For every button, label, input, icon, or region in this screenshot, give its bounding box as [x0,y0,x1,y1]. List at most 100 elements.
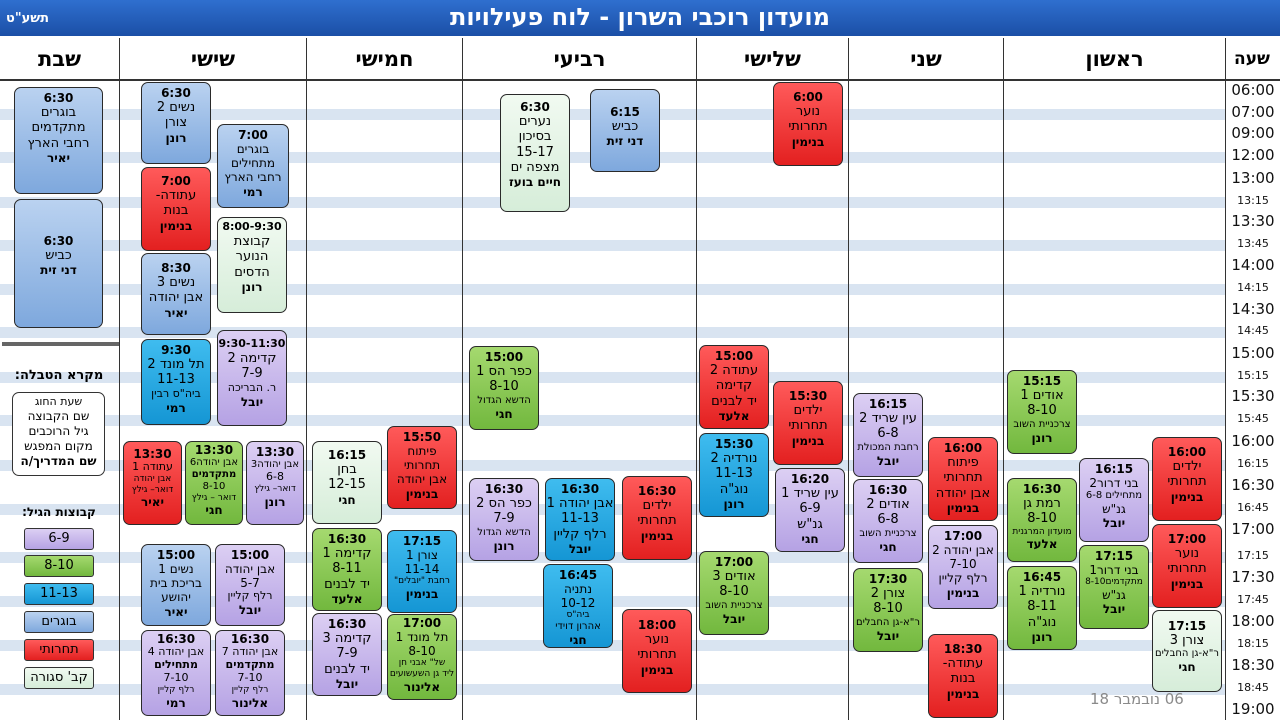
card-line: כפר הס 2 [476,496,532,512]
activity-card[interactable]: 18:00 נוער תחרותי בנימין [622,609,692,693]
activity-card[interactable]: 6:15 כביש דני זית [590,89,660,172]
activity-card[interactable]: 18:30 עתודה- בנות בנימין [928,634,998,718]
activity-card[interactable]: 16:20 עין שריד 1 6-9 גנ"ש חגי [775,468,845,552]
activity-card[interactable]: 17:15 צורן 3 ר"א-גן החבלים חגי [1152,610,1222,692]
row-stripe [697,640,848,651]
row-stripe [120,327,306,338]
card-line: ליד גן השעשועים [389,669,455,680]
card-line: צורן [164,115,188,131]
activity-card[interactable]: 17:00 נוער תחרותי בנימין [1152,524,1222,608]
activity-card[interactable]: 16:45 נורדיה 1 8-11 נוג"ה רונן [1007,566,1077,650]
activity-card[interactable]: 15:00 כפר הס 1 8-10 הדשא הגדול חגי [469,346,539,430]
row-stripe [463,197,696,208]
card-instructor: יאיר [140,495,165,510]
card-line: נשים 2 [156,100,196,116]
card-line: ילדים [642,498,672,514]
card-line: 15-17 [516,144,554,160]
activity-card[interactable]: 17:00 אודים 3 8-10 צרכניית השוב יובל [699,551,769,635]
activity-card[interactable]: 17:00 תל מונד 1 8-10 של" אבני חן ליד גן … [387,614,457,700]
card-instructor: בנימין [640,662,674,677]
activity-card[interactable]: 16:30 אבן יהודה 1 11-13 רלף קליין יובל [545,478,615,561]
activity-card[interactable]: 16:30 אבן יהודה 4 מתחילים 7-10 רלף קליין… [141,630,211,716]
activity-card[interactable]: 6:30 נערים בסיכון 15-17 מצפה ים חיים בוע… [500,94,570,212]
activity-card[interactable]: 16:30 כפר הס 2 7-9 הדשא הגדול רונן [469,478,539,561]
row-stripe [120,596,306,607]
row-stripe [120,372,306,383]
row-stripe [307,372,462,383]
activity-card[interactable]: 7:00 עתודה- בנות בנימין [141,167,211,251]
activity-card[interactable]: 15:15 אודים 1 8-10 צרכניית השוב רונן [1007,370,1077,454]
activity-card[interactable]: 16:30 קדימה 1 8-11 יד לבנים אלעד [312,528,382,611]
card-instructor: יובל [568,542,592,557]
activity-card[interactable]: 8:00-9:30 קבוצת הנוער הדסים רונן [217,217,287,313]
row-stripe [120,284,306,295]
day-header-wed: רביעי [553,47,606,71]
activity-card[interactable]: 6:00 נוער תחרותי בנימין [773,82,843,166]
row-stripe [849,640,1003,651]
card-instructor: חגי [801,532,819,547]
row-stripe [849,552,1003,563]
card-time: 15:00 [230,548,270,562]
activity-card[interactable]: 17:15 צורן 1 11-14 רחבת "יובלים" בנימין [387,530,457,613]
card-time: 15:50 [402,430,442,444]
activity-card[interactable]: 6:30 בוגרים מתקדמים רחבי הארץ יאיר [14,87,103,194]
card-instructor: בנימין [791,433,825,448]
row-stripe [307,640,462,651]
activity-card[interactable]: 15:00 אבן יהודה 5-7 רלף קליין יובל [215,544,285,626]
card-line: 11-13 [715,466,753,482]
activity-card[interactable]: 16:30 ילדים תחרותי בנימין [622,476,692,560]
row-stripe [849,415,1003,426]
activity-card[interactable]: 7:00 בוגרים מתחילים רחבי הארץ רמי [217,124,289,208]
card-line: גנ"ש [1102,502,1126,517]
activity-card[interactable]: 17:00 אבן יהודה 2 7-10 רלף קליין בנימין [928,525,998,609]
activity-card[interactable]: 16:15 בחן 12-15 חגי [312,441,382,524]
card-line: הדסים [234,264,270,280]
activity-card[interactable]: 6:30 נשים 2 צורן רונן [141,82,211,164]
card-time: 6:30 [43,91,74,105]
row-stripe [697,596,848,607]
activity-card[interactable]: 16:00 ילדים תחרותי בנימין [1152,437,1222,521]
card-instructor: אלעד [331,592,363,607]
activity-card[interactable]: 17:30 צורן 2 8-10 ר"א-גן החבלים יובל [853,568,923,652]
card-instructor: חגי [205,503,223,518]
activity-card[interactable]: 16:30 רמת גן 8-10 מועדון המרגנית אלעד [1007,478,1077,562]
card-time: 9:30 [161,343,191,357]
activity-card[interactable]: 17:15 בני דרור1 מתקדמים8-10 גנ"ש יובל [1079,545,1149,629]
activity-card[interactable]: 9:30-11:30 קדימה 2 7-9 ר. הבריכה יובל [217,330,287,426]
activity-card[interactable]: 13:30 עתודה 1 אבן יהודה דואר– גילץ יאיר [123,441,182,525]
card-line: בוגרים [40,105,77,121]
swatch-closed-group: קב' סגורה [24,667,94,689]
card-instructor: רונן [1031,430,1053,445]
card-time: 17:00 [943,529,983,543]
activity-card[interactable]: 13:30 אבן יהודה6 מתקדמים 8-10 דואר – גיל… [185,441,243,525]
card-instructor: יאיר [164,305,188,320]
activity-card[interactable]: 15:30 ילדים תחרותי בנימין [773,381,843,465]
activity-card[interactable]: 16:15 בני דרור2 מתחילים 6-8 גנ"ש יובל [1079,458,1149,542]
row-stripe [463,152,696,163]
activity-card[interactable]: 16:15 עין שריד 2 6-8 רחבת המכולת יובל [853,393,923,477]
activity-card[interactable]: 9:30 תל מונד 2 11-13 ביה"ס רבין רמי [141,339,211,425]
activity-card[interactable]: 16:30 אבן יהודה 7 מתקדמים 7-10 רלף קליין… [215,630,285,716]
activity-card[interactable]: 16:30 אודים 2 6-8 צרכניית השוב חגי [853,479,923,563]
activity-card[interactable]: 8:30 נשים 3 אבן יהודה יאיר [141,253,211,335]
card-line: נורדיה 1 [1018,584,1066,600]
card-line: של" אבני חן [398,658,446,669]
activity-card[interactable]: 16:45 נתניה 10-12 ביה"ס אהרון דוידי חגי [543,564,613,648]
card-line: ילדים [1172,459,1202,475]
activity-card[interactable]: 16:00 פיתוח תחרותי אבן יהודה בנימין [928,437,998,521]
card-time: 6:00 [793,90,823,104]
card-instructor: רמי [166,400,186,415]
activity-card[interactable]: 13:30 אבן יהודה3 6-8 דואר– גילץ רונן [246,441,304,525]
card-time: 18:00 [637,618,677,632]
activity-card[interactable]: 15:30 נורדיה 2 11-13 נוג"ה רונן [699,433,769,517]
row-stripe [849,327,1003,338]
time-label: 06:00 [1231,81,1275,99]
time-label: 15:45 [1237,412,1269,425]
activity-card[interactable]: 15:50 פיתוח תחרותי אבן יהודה בנימין [387,426,457,509]
activity-card[interactable]: 15:00 עתודה 2 קדימה יד לבנים אלעד [699,345,769,429]
card-time: 13:30 [133,447,172,461]
activity-card[interactable]: 6:30 כביש דני זית [14,199,103,328]
activity-card[interactable]: 16:30 קדימה 3 7-9 יד לבנים יובל [312,613,382,696]
card-instructor: בנימין [1170,576,1204,591]
activity-card[interactable]: 15:00 נשים 1 בריכת בית יהושע יאיר [141,544,211,626]
